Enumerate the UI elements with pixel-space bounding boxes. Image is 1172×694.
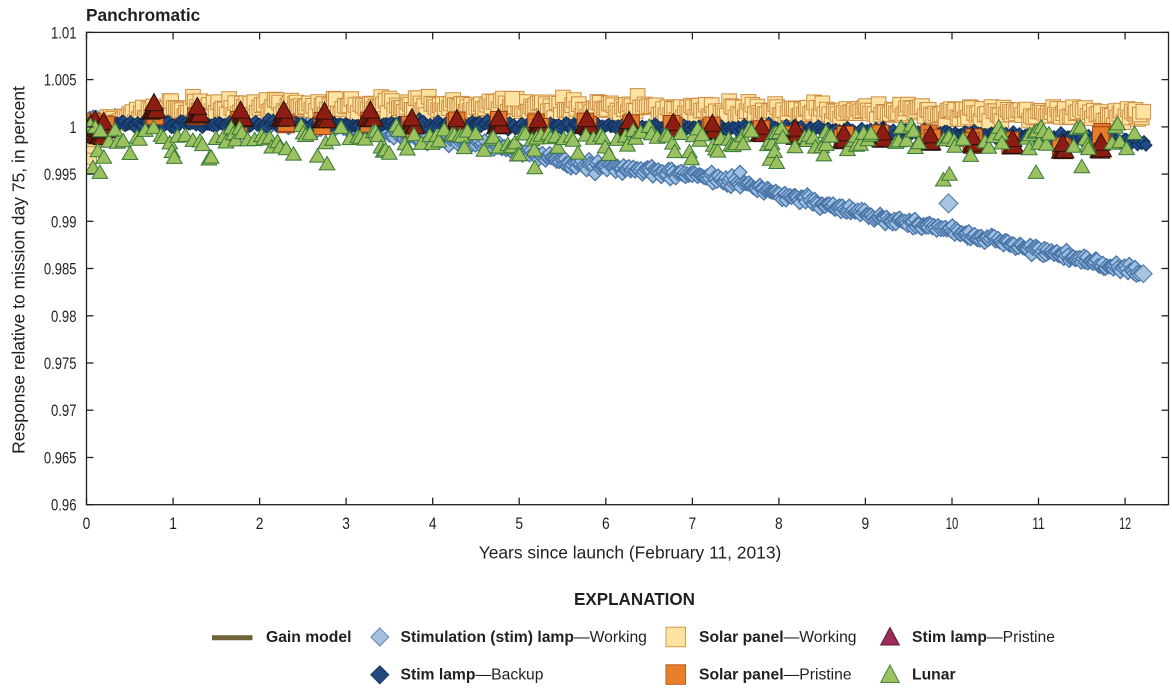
svg-text:0.96: 0.96 — [51, 496, 77, 515]
svg-text:Solar panel—Pristine: Solar panel—Pristine — [699, 667, 852, 684]
svg-text:1: 1 — [70, 118, 77, 137]
svg-text:Gain model: Gain model — [266, 629, 351, 646]
svg-text:EXPLANATION: EXPLANATION — [574, 589, 695, 609]
svg-text:0.97: 0.97 — [51, 401, 77, 420]
svg-text:0.985: 0.985 — [44, 260, 77, 279]
svg-text:5: 5 — [515, 514, 523, 533]
svg-text:Stim lamp—Pristine: Stim lamp—Pristine — [912, 629, 1055, 646]
svg-text:Response relative to mission d: Response relative to mission day 75, in … — [9, 86, 29, 454]
svg-text:Solar panel—Working: Solar panel—Working — [699, 629, 857, 646]
svg-text:1.005: 1.005 — [44, 71, 77, 90]
svg-text:0.995: 0.995 — [44, 165, 77, 184]
svg-text:Lunar: Lunar — [912, 667, 956, 684]
svg-text:12: 12 — [1119, 514, 1131, 533]
svg-text:9: 9 — [862, 514, 870, 533]
svg-text:Years since launch (February 1: Years since launch (February 11, 2013) — [479, 543, 782, 563]
svg-text:0.965: 0.965 — [44, 449, 77, 468]
svg-text:8: 8 — [775, 514, 783, 533]
svg-text:11: 11 — [1032, 514, 1045, 533]
svg-text:Stim lamp—Backup: Stim lamp—Backup — [401, 667, 544, 684]
svg-text:0.975: 0.975 — [44, 354, 77, 373]
svg-text:0.98: 0.98 — [51, 307, 77, 326]
svg-text:Stimulation (stim) lamp—Workin: Stimulation (stim) lamp—Working — [401, 629, 647, 646]
svg-text:2: 2 — [256, 514, 264, 533]
svg-text:10: 10 — [946, 514, 959, 533]
svg-text:0.99: 0.99 — [51, 212, 77, 231]
svg-text:1: 1 — [169, 514, 177, 533]
svg-text:6: 6 — [602, 514, 610, 533]
svg-text:3: 3 — [342, 514, 350, 533]
svg-text:4: 4 — [429, 514, 437, 533]
svg-text:Panchromatic: Panchromatic — [86, 5, 201, 25]
svg-text:1.01: 1.01 — [51, 23, 77, 42]
svg-text:7: 7 — [689, 514, 697, 533]
svg-text:0: 0 — [83, 514, 91, 533]
